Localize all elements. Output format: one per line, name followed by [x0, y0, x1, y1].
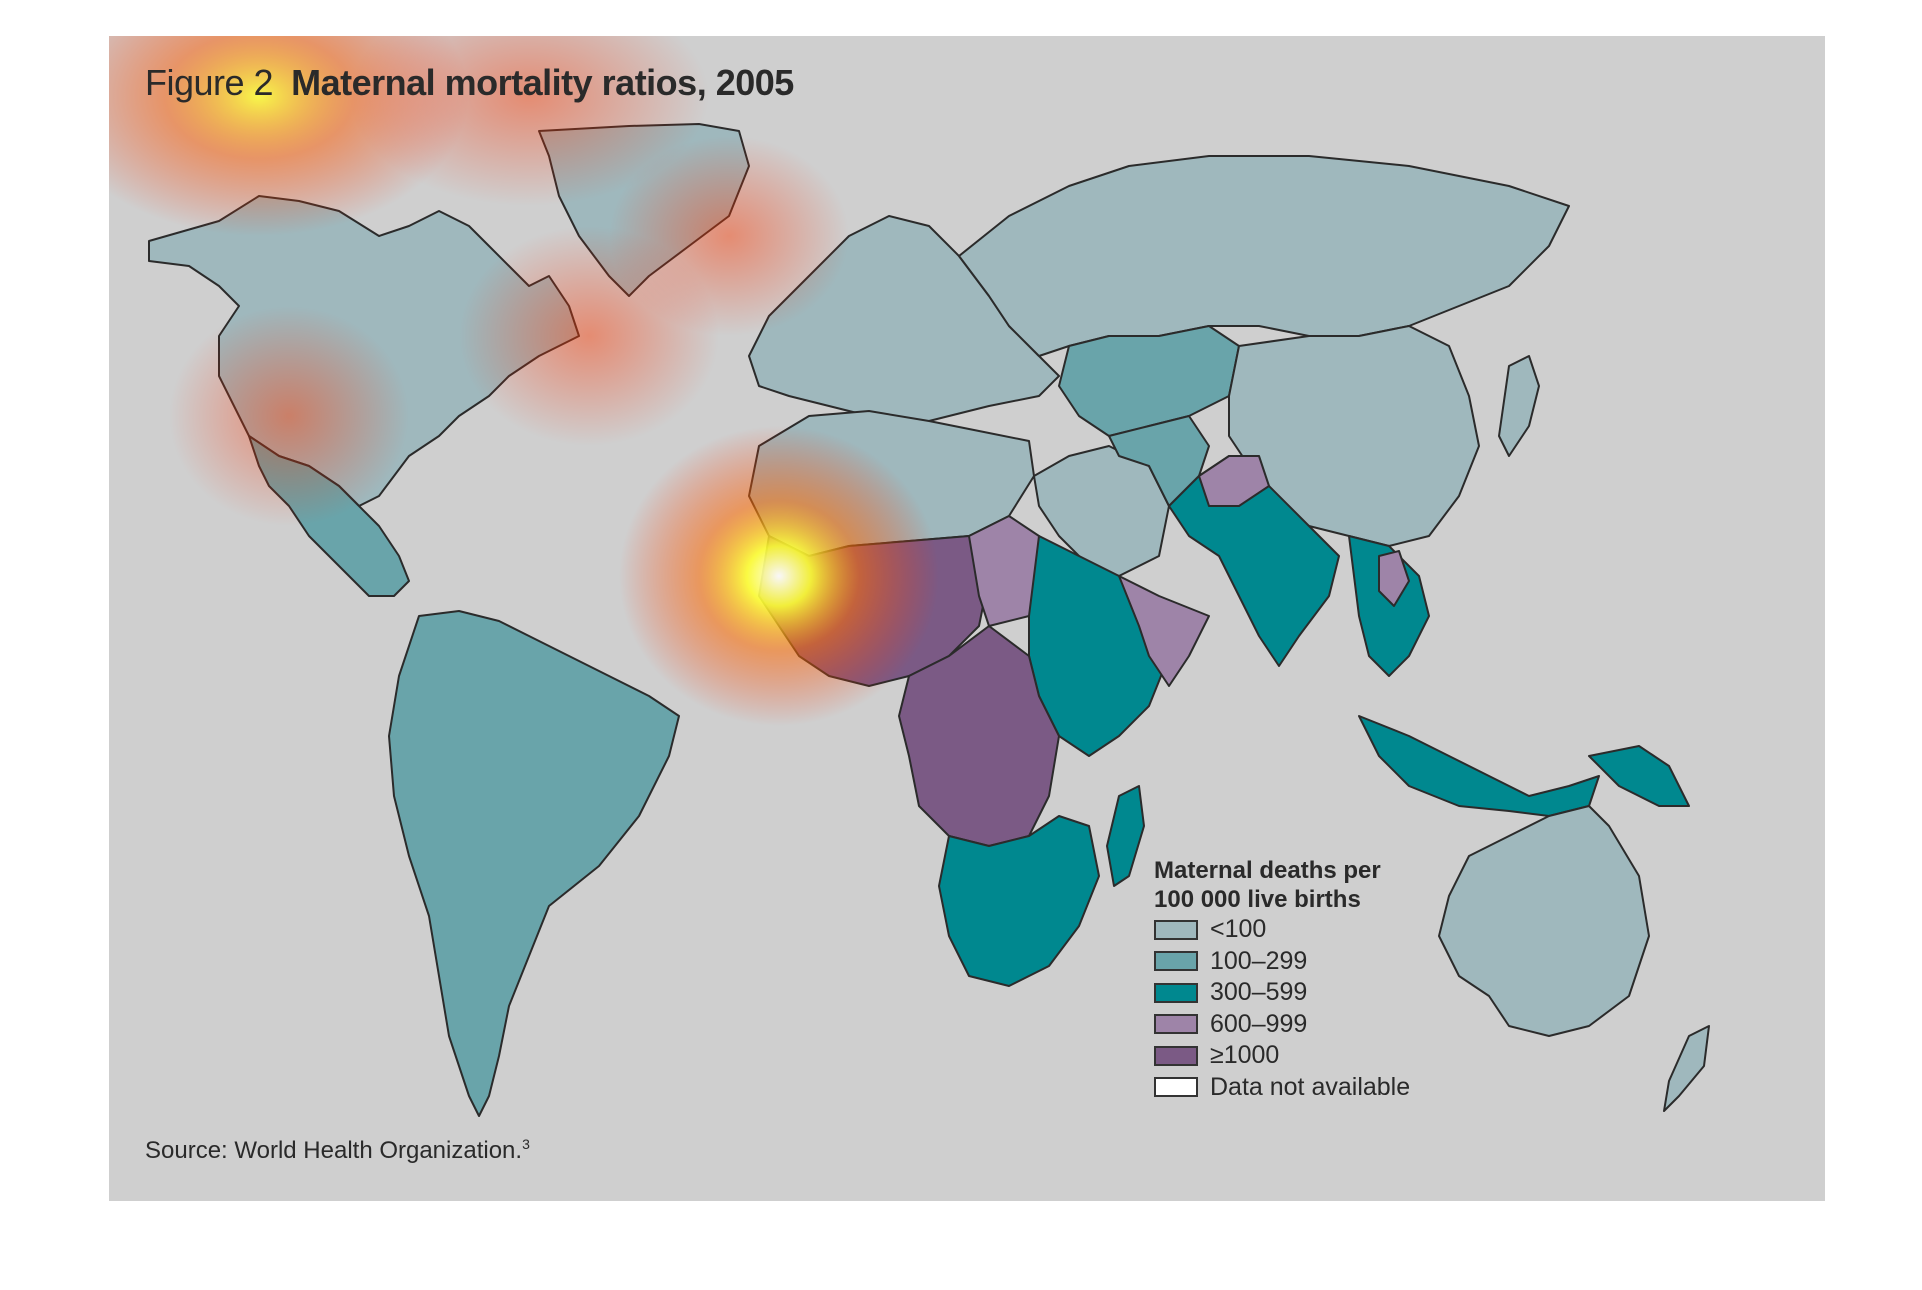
region-laos — [1378, 550, 1410, 607]
legend-label: ≥1000 — [1210, 1041, 1280, 1070]
legend-label: 600–999 — [1210, 1009, 1308, 1038]
legend-title-line1: Maternal deaths per — [1154, 857, 1381, 884]
source-text: Source: World Health Organization. — [145, 1137, 523, 1164]
region-south-america — [388, 610, 680, 1117]
region-central-asia — [1058, 325, 1240, 437]
region-southern-africa — [938, 815, 1100, 987]
legend-label: 100–299 — [1210, 946, 1308, 975]
legend-item: <100 — [1154, 914, 1474, 946]
legend-label: Data not available — [1210, 1072, 1411, 1101]
region-indonesia — [1358, 715, 1600, 817]
region-russia — [958, 155, 1570, 357]
legend-item: ≥1000 — [1154, 1040, 1474, 1072]
figure-label: Figure 2 — [145, 62, 274, 103]
legend-items: <100 100–299 300–599 600–999 ≥1000 Data not a… — [1154, 914, 1474, 1103]
legend-label: 300–599 — [1210, 978, 1308, 1007]
region-greenland — [538, 123, 750, 297]
region-horn-africa — [1118, 575, 1210, 687]
source-ref: 3 — [522, 1136, 530, 1152]
legend: Maternal deaths per 100 000 live births … — [1154, 856, 1474, 1103]
region-australia — [1438, 805, 1650, 1037]
legend-swatch — [1154, 982, 1198, 1003]
legend-swatch — [1154, 1077, 1198, 1098]
region-middle-east — [1033, 445, 1170, 577]
legend-item: 100–299 — [1154, 946, 1474, 978]
legend-item: 300–599 — [1154, 977, 1474, 1009]
legend-title: Maternal deaths per 100 000 live births — [1154, 856, 1474, 914]
world-map — [148, 123, 1710, 1117]
region-new-zealand — [1663, 1025, 1710, 1112]
region-afghanistan — [1198, 455, 1270, 507]
figure-title: Figure 2 Maternal mortality ratios, 2005 — [145, 62, 794, 104]
legend-swatch — [1154, 951, 1198, 972]
legend-swatch — [1154, 1014, 1198, 1035]
legend-item: Data not available — [1154, 1072, 1474, 1104]
legend-item: 600–999 — [1154, 1009, 1474, 1041]
legend-label: <100 — [1210, 915, 1267, 944]
region-north-america — [148, 195, 580, 507]
figure-title-text: Maternal mortality ratios, 2005 — [291, 62, 794, 103]
legend-title-line2: 100 000 live births — [1154, 886, 1361, 913]
legend-swatch — [1154, 1045, 1198, 1066]
region-madagascar — [1106, 785, 1145, 887]
region-japan — [1498, 355, 1540, 457]
source-note: Source: World Health Organization.3 — [145, 1136, 530, 1165]
region-central-africa — [898, 625, 1060, 847]
map-figure-panel: Figure 2 Maternal mortality ratios, 2005 … — [109, 36, 1825, 1201]
region-papua — [1588, 745, 1690, 807]
legend-swatch — [1154, 919, 1198, 940]
